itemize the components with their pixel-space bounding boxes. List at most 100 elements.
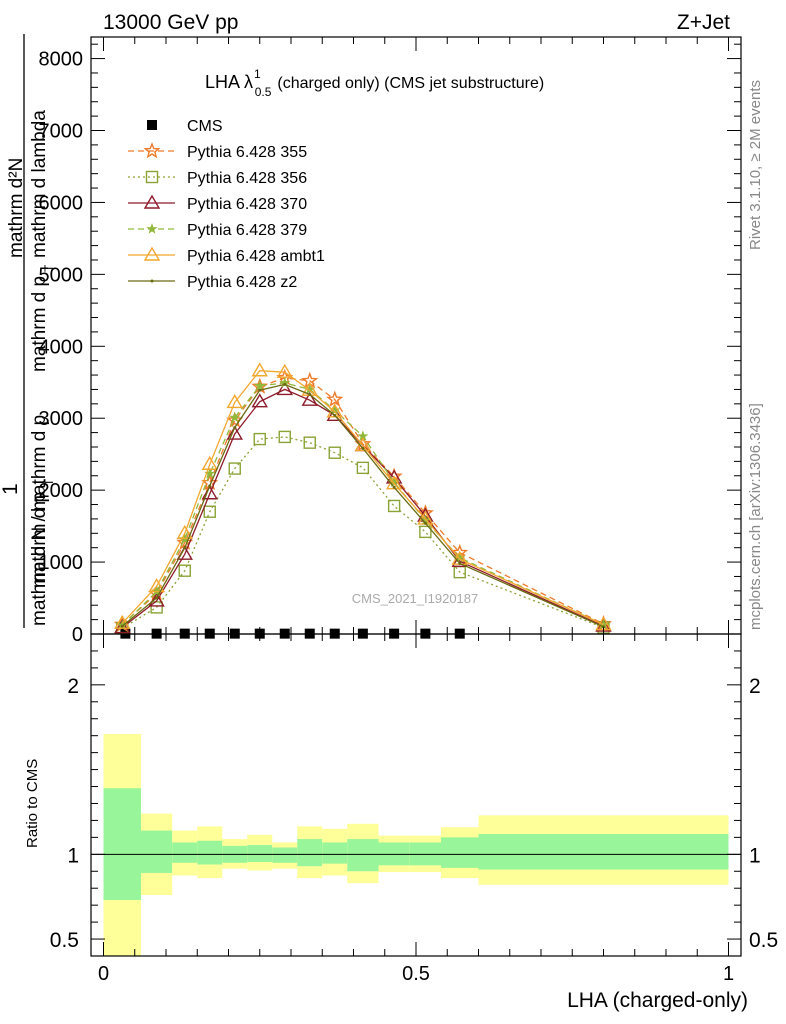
ratio-inner-band [347,839,379,872]
open-triangle-marker [143,194,161,209]
ratio-inner-band [478,833,729,870]
open-square-marker [303,436,316,449]
main-x-ticks [103,37,729,634]
ratio-y-ticks: 0.5 0.5 1 1 2 2 [50,650,778,952]
open-triangle-marker [148,578,165,593]
analysis-id-label: CMS_2021_I1920187 [352,591,479,606]
y-label-num-subscript: T [42,264,56,272]
cms-data-point [147,120,157,130]
y-label-den-2: mathrm d N / mathrm d p [29,415,50,626]
ratio-y-tick-label-right: 1 [749,844,761,867]
open-square-marker [228,462,241,475]
open-triangle-marker [114,619,131,634]
x-axis-label: LHA (charged-only) [567,989,748,1012]
open-square-marker [278,430,291,444]
ratio-y-tick-label-right: 2 [749,675,761,698]
dot-marker [361,446,365,450]
mcplots-label: mcplots.cern.ch [arXiv:1306.3436] [747,403,764,630]
main-y-tick-label: 2000 [39,480,84,502]
plot-title-rest: (charged only) (CMS jet substructure) [277,75,544,92]
main-y-ticks: 0 1000 2000 3000 4000 5000 6000 7000 8000 [39,43,741,646]
main-y-tick-label: 1000 [39,552,84,574]
x-tick-label: 0.5 [402,963,430,985]
header-right: Z+Jet [677,11,730,34]
open-triangle-marker [251,393,268,408]
dot-marker [183,546,187,550]
open-triangle-marker [176,524,193,540]
open-triangle-marker [201,485,218,500]
open-square-marker [178,564,191,577]
series-z2 [120,382,605,629]
ratio-y-tick-label: 2 [67,675,79,698]
legend-label: CMS [187,118,223,135]
legend-item-z2: Pythia 6.428 z2 [128,274,297,291]
ratio-inner-band [103,788,141,901]
open-triangle-marker [301,391,318,406]
dot-marker [308,392,312,396]
legend-label: Pythia 6.428 356 [187,170,307,187]
ratio-plot-frame [90,633,742,957]
plot-title-sup: 1 [254,67,261,81]
plot-title-main: LHA λ [205,72,253,92]
star-marker [326,390,344,407]
main-y-tick-label: 7000 [39,121,84,143]
series-line-p355 [121,377,604,626]
header-left: 13000 GeV pp [103,11,238,34]
main-y-tick-label: 4000 [39,336,84,358]
legend-item-p356: Pythia 6.428 356 [128,170,307,187]
open-square-marker [356,461,370,475]
legend-label: Pythia 6.428 355 [187,144,307,161]
main-y-axis-label: mathrm d²N mathrm d p T mathrm d lambda … [0,34,56,628]
ratio-y-tick-label: 0.5 [50,929,79,952]
open-triangle-marker [326,406,343,422]
dot-marker [233,426,237,430]
legend-label: Pythia 6.428 ambt1 [187,248,325,265]
open-triangle-marker [276,363,293,378]
dot-marker [120,624,124,628]
ratio-inner-band [141,830,173,873]
open-triangle-marker [226,425,243,440]
dot-marker [602,625,605,629]
open-triangle-marker [143,246,161,261]
main-series-layer [113,362,613,639]
open-triangle-marker [148,592,165,607]
main-y-tick-label: 0 [72,624,83,646]
dot-marker [392,485,396,489]
y-label-num-4: mathrm d p [29,492,50,588]
small-star-marker [229,411,241,423]
ratio-inner-band [272,847,298,863]
ratio-bands [103,733,729,956]
series-line-p379 [121,382,604,626]
ratio-y-tick-label-right: 0.5 [749,929,778,952]
legend: CMS Pythia 6.428 355 Pythia 6.428 356 Pythi… [128,118,325,291]
ratio-plot: 0.5 0.51 12 2 0 0.5 1 Ratio to CMS LHA (charg… [24,633,778,1012]
small-star-marker [146,223,158,234]
y-label-den-1: 1 [0,483,22,495]
legend-item-p379: Pythia 6.428 379 [128,222,307,239]
open-square-marker [253,432,266,446]
x-tick-label: 1 [723,963,734,985]
dot-marker [258,388,262,392]
plot-title: LHA λ1 0.5 (charged only) (CMS jet substru… [205,67,544,99]
legend-label: Pythia 6.428 z2 [187,274,297,291]
legend-item-p370: Pythia 6.428 370 [128,194,307,213]
ratio-inner-band [322,842,348,864]
open-square-marker [145,170,159,184]
open-square-marker [328,446,341,459]
open-square-marker [150,601,163,614]
dot-marker [283,382,287,386]
series-line-p370 [121,388,604,629]
ratio-inner-band [172,842,198,863]
star-marker [226,411,244,428]
y-label-den-subscript: T [42,478,56,486]
series-line-z2 [121,383,604,628]
y-label-num-3: mathrm d lambda [29,110,50,258]
ratio-inner-band [297,839,323,867]
main-y-tick-label: 6000 [39,192,84,214]
main-y-tick-label: 8000 [39,49,84,71]
legend-item-cms: CMS [147,118,223,135]
main-y-tick-label: 3000 [39,408,84,430]
ratio-y-tick-label: 1 [67,844,79,867]
open-square-marker [203,505,216,518]
